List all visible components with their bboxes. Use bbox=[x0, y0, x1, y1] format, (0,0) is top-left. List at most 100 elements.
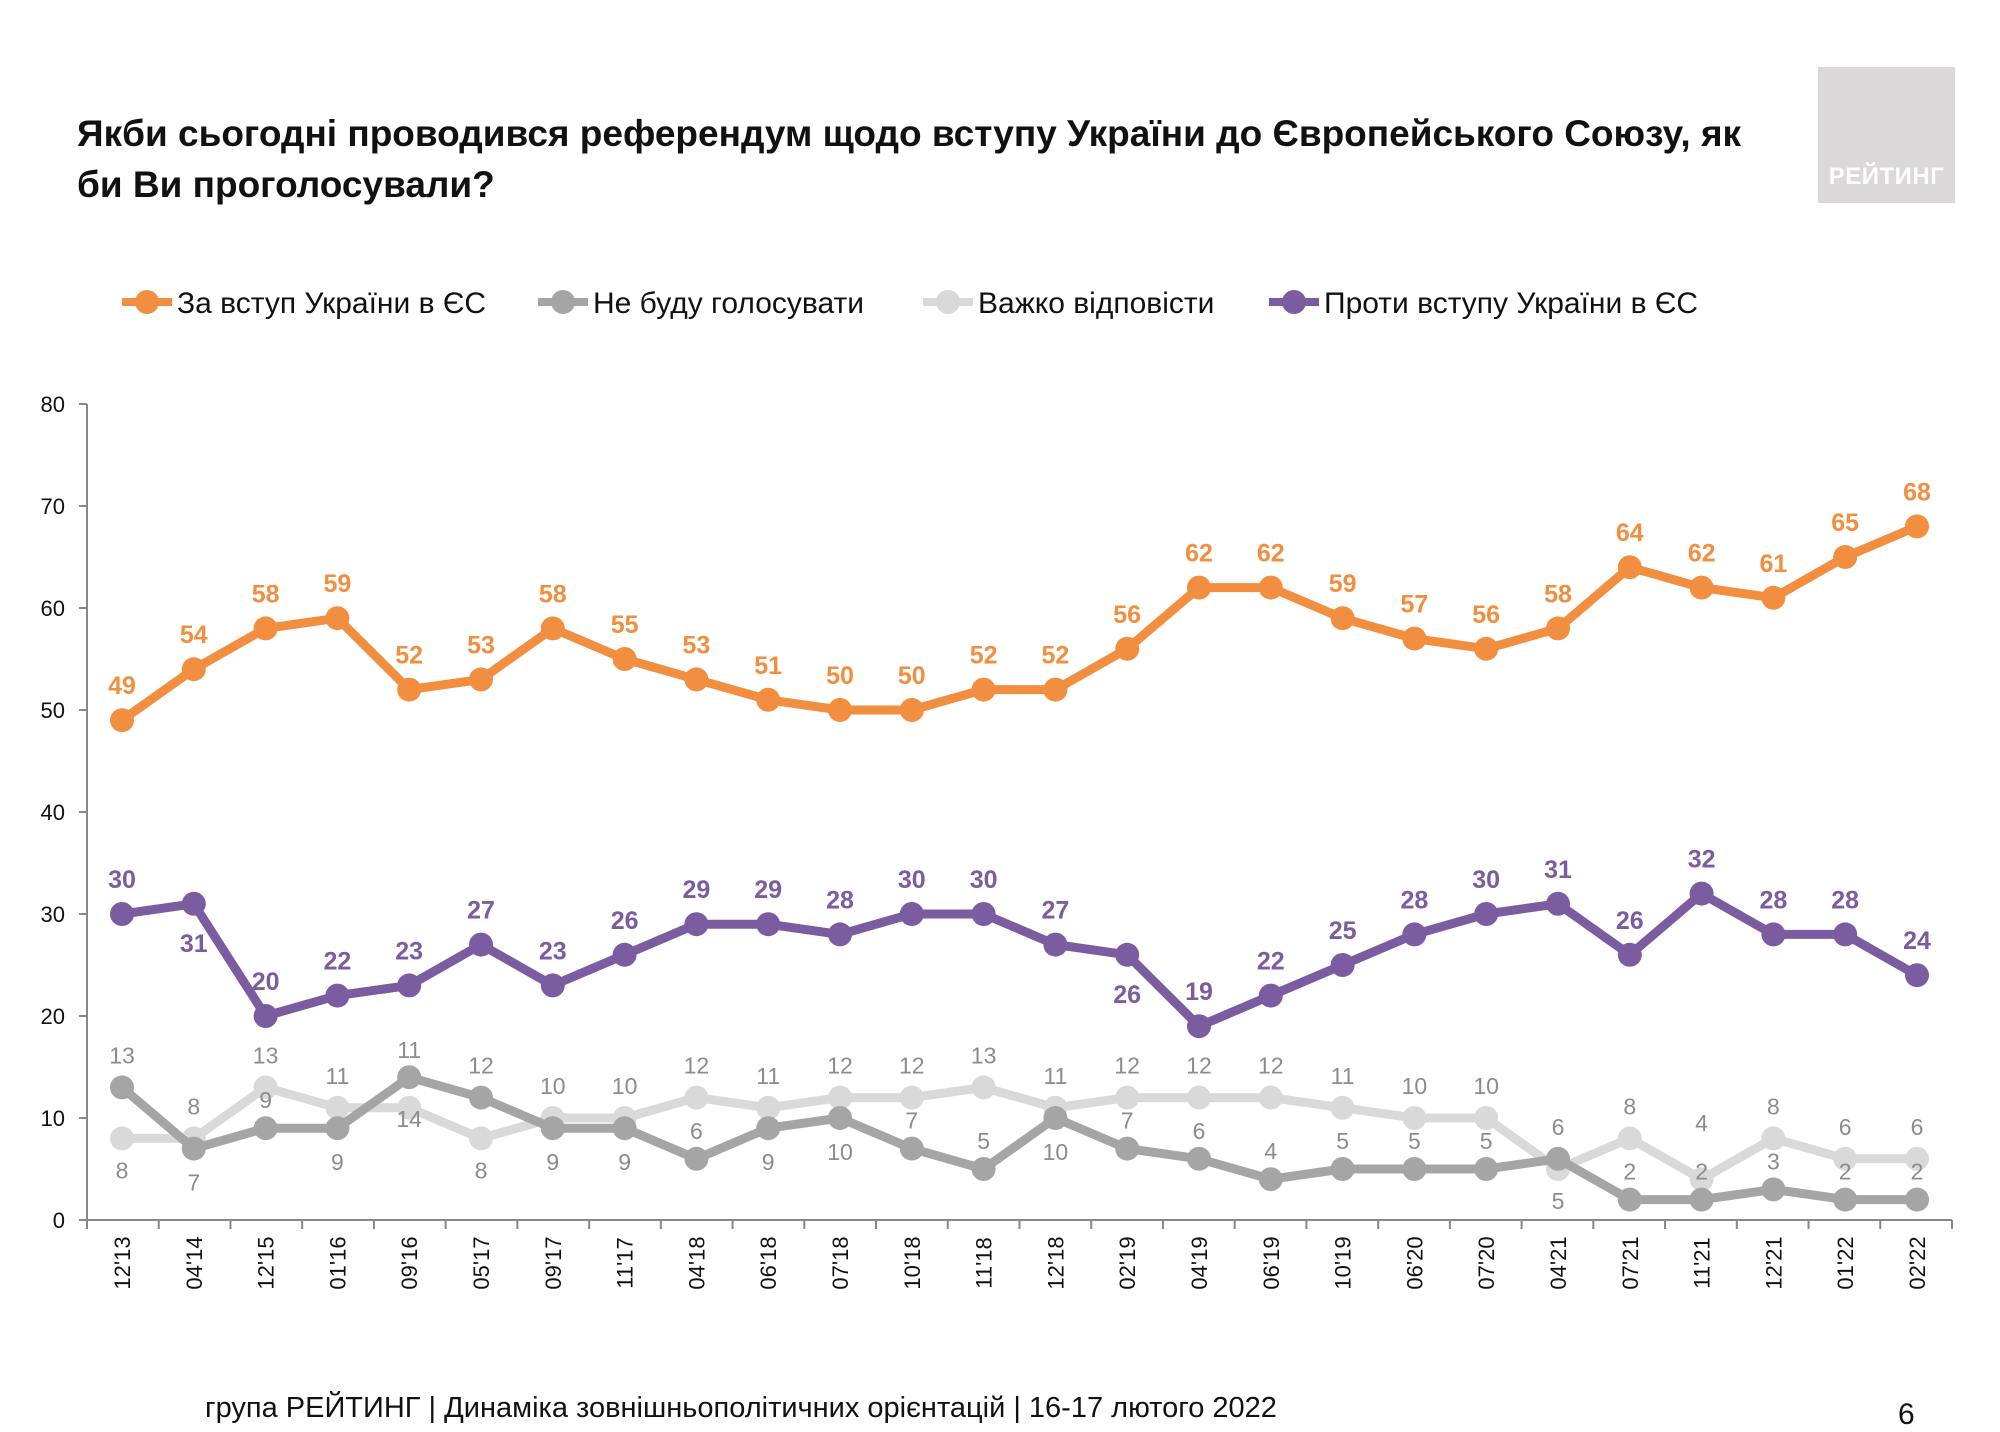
data-label: 24 bbox=[1903, 927, 1931, 955]
x-tick-label: 07'21 bbox=[1618, 1236, 1643, 1289]
data-point bbox=[325, 1116, 350, 1141]
x-tick-label: 01'22 bbox=[1833, 1236, 1858, 1289]
legend-label: Проти вступу України в ЄС bbox=[1324, 287, 1698, 320]
data-label: 5 bbox=[1480, 1128, 1493, 1154]
data-label: 58 bbox=[1544, 580, 1572, 608]
data-point bbox=[1905, 963, 1929, 988]
data-point bbox=[325, 606, 350, 631]
x-tick-label: 11'18 bbox=[972, 1237, 997, 1289]
data-label: 5 bbox=[977, 1128, 990, 1154]
data-label: 56 bbox=[1472, 601, 1500, 629]
data-label: 62 bbox=[1185, 540, 1213, 568]
data-point bbox=[469, 667, 493, 692]
data-label: 50 bbox=[898, 662, 926, 690]
data-label: 31 bbox=[180, 930, 208, 958]
data-point bbox=[1330, 953, 1355, 977]
data-point bbox=[1043, 932, 1068, 957]
data-point bbox=[1689, 1187, 1714, 1212]
legend-marker-icon bbox=[1282, 290, 1306, 314]
data-label: 26 bbox=[1113, 981, 1141, 1009]
data-point bbox=[1617, 1126, 1642, 1151]
x-tick-label: 11'21 bbox=[1690, 1237, 1715, 1289]
data-label: 23 bbox=[539, 937, 567, 965]
data-point bbox=[469, 1126, 493, 1151]
data-label: 6 bbox=[690, 1118, 703, 1144]
data-label: 10 bbox=[827, 1139, 853, 1165]
data-label: 12 bbox=[468, 1053, 494, 1079]
legend-label: Важко відповісти bbox=[978, 287, 1214, 320]
data-label: 30 bbox=[108, 866, 136, 894]
data-label: 26 bbox=[1616, 907, 1644, 935]
data-point bbox=[1115, 1136, 1140, 1161]
data-point bbox=[971, 1075, 996, 1100]
x-tick-label: 02'19 bbox=[1115, 1236, 1140, 1289]
data-label: 5 bbox=[1552, 1188, 1565, 1214]
data-label: 52 bbox=[970, 642, 998, 670]
data-point bbox=[1474, 902, 1499, 926]
data-point bbox=[1115, 636, 1140, 661]
data-point bbox=[540, 616, 565, 641]
data-label: 30 bbox=[898, 866, 926, 894]
data-label: 20 bbox=[252, 968, 280, 996]
x-tick-label: 09'17 bbox=[541, 1236, 566, 1289]
data-point bbox=[1187, 1146, 1211, 1171]
series-3 bbox=[110, 881, 1929, 1039]
data-label: 22 bbox=[1257, 948, 1285, 976]
data-label: 29 bbox=[754, 876, 782, 904]
data-label: 59 bbox=[323, 570, 351, 598]
data-point bbox=[899, 1085, 924, 1110]
data-label: 30 bbox=[970, 866, 998, 894]
data-label: 28 bbox=[826, 886, 854, 914]
data-label: 11 bbox=[1043, 1063, 1067, 1089]
data-point bbox=[1258, 983, 1283, 1008]
data-label: 58 bbox=[539, 580, 567, 608]
series-line bbox=[119, 522, 1919, 724]
data-point bbox=[1617, 1187, 1642, 1212]
data-point bbox=[397, 1065, 422, 1090]
data-point bbox=[828, 1085, 852, 1110]
legend-item: За вступ України в ЄС bbox=[122, 287, 486, 320]
data-point bbox=[1402, 1106, 1427, 1130]
data-point bbox=[110, 1126, 134, 1151]
series-line bbox=[121, 889, 1920, 1031]
data-label: 50 bbox=[826, 662, 854, 690]
y-tick-label: 50 bbox=[41, 698, 65, 723]
data-label: 32 bbox=[1688, 846, 1716, 874]
data-point bbox=[828, 698, 852, 722]
data-label: 59 bbox=[1329, 570, 1357, 598]
data-label: 8 bbox=[187, 1093, 200, 1119]
data-label: 2 bbox=[1839, 1159, 1852, 1185]
data-label: 3 bbox=[1767, 1148, 1780, 1174]
series-1 bbox=[110, 1065, 1929, 1212]
data-label: 4 bbox=[1264, 1138, 1277, 1164]
data-point bbox=[684, 912, 709, 937]
data-label: 11 bbox=[397, 1037, 421, 1063]
data-point bbox=[1402, 626, 1427, 651]
data-label: 28 bbox=[1400, 886, 1428, 914]
data-point bbox=[1115, 1085, 1140, 1110]
data-label: 9 bbox=[259, 1087, 272, 1113]
data-label: 13 bbox=[253, 1042, 279, 1068]
data-point bbox=[756, 912, 781, 937]
data-point bbox=[469, 1085, 493, 1110]
data-label: 12 bbox=[1186, 1053, 1212, 1079]
data-label: 54 bbox=[180, 621, 208, 649]
legend: За вступ України в ЄС Не буду голосувати В… bbox=[122, 287, 1698, 320]
series-2 bbox=[110, 1075, 1929, 1192]
data-point bbox=[1833, 1187, 1858, 1212]
x-tick-label: 01'16 bbox=[325, 1236, 350, 1289]
data-label: 52 bbox=[1041, 642, 1069, 670]
data-point bbox=[1761, 922, 1786, 947]
data-point bbox=[1905, 1146, 1929, 1171]
data-point bbox=[828, 1106, 852, 1130]
x-tick-label: 04'14 bbox=[182, 1236, 207, 1289]
data-point bbox=[325, 983, 350, 1008]
x-tick-label: 10'18 bbox=[900, 1236, 925, 1289]
data-label: 13 bbox=[109, 1042, 135, 1068]
x-tick-label: 06'19 bbox=[1259, 1236, 1284, 1289]
data-point bbox=[756, 1095, 781, 1120]
data-label: 19 bbox=[1185, 978, 1213, 1006]
legend-item: Проти вступу України в ЄС bbox=[1269, 287, 1698, 320]
data-point bbox=[899, 902, 924, 926]
